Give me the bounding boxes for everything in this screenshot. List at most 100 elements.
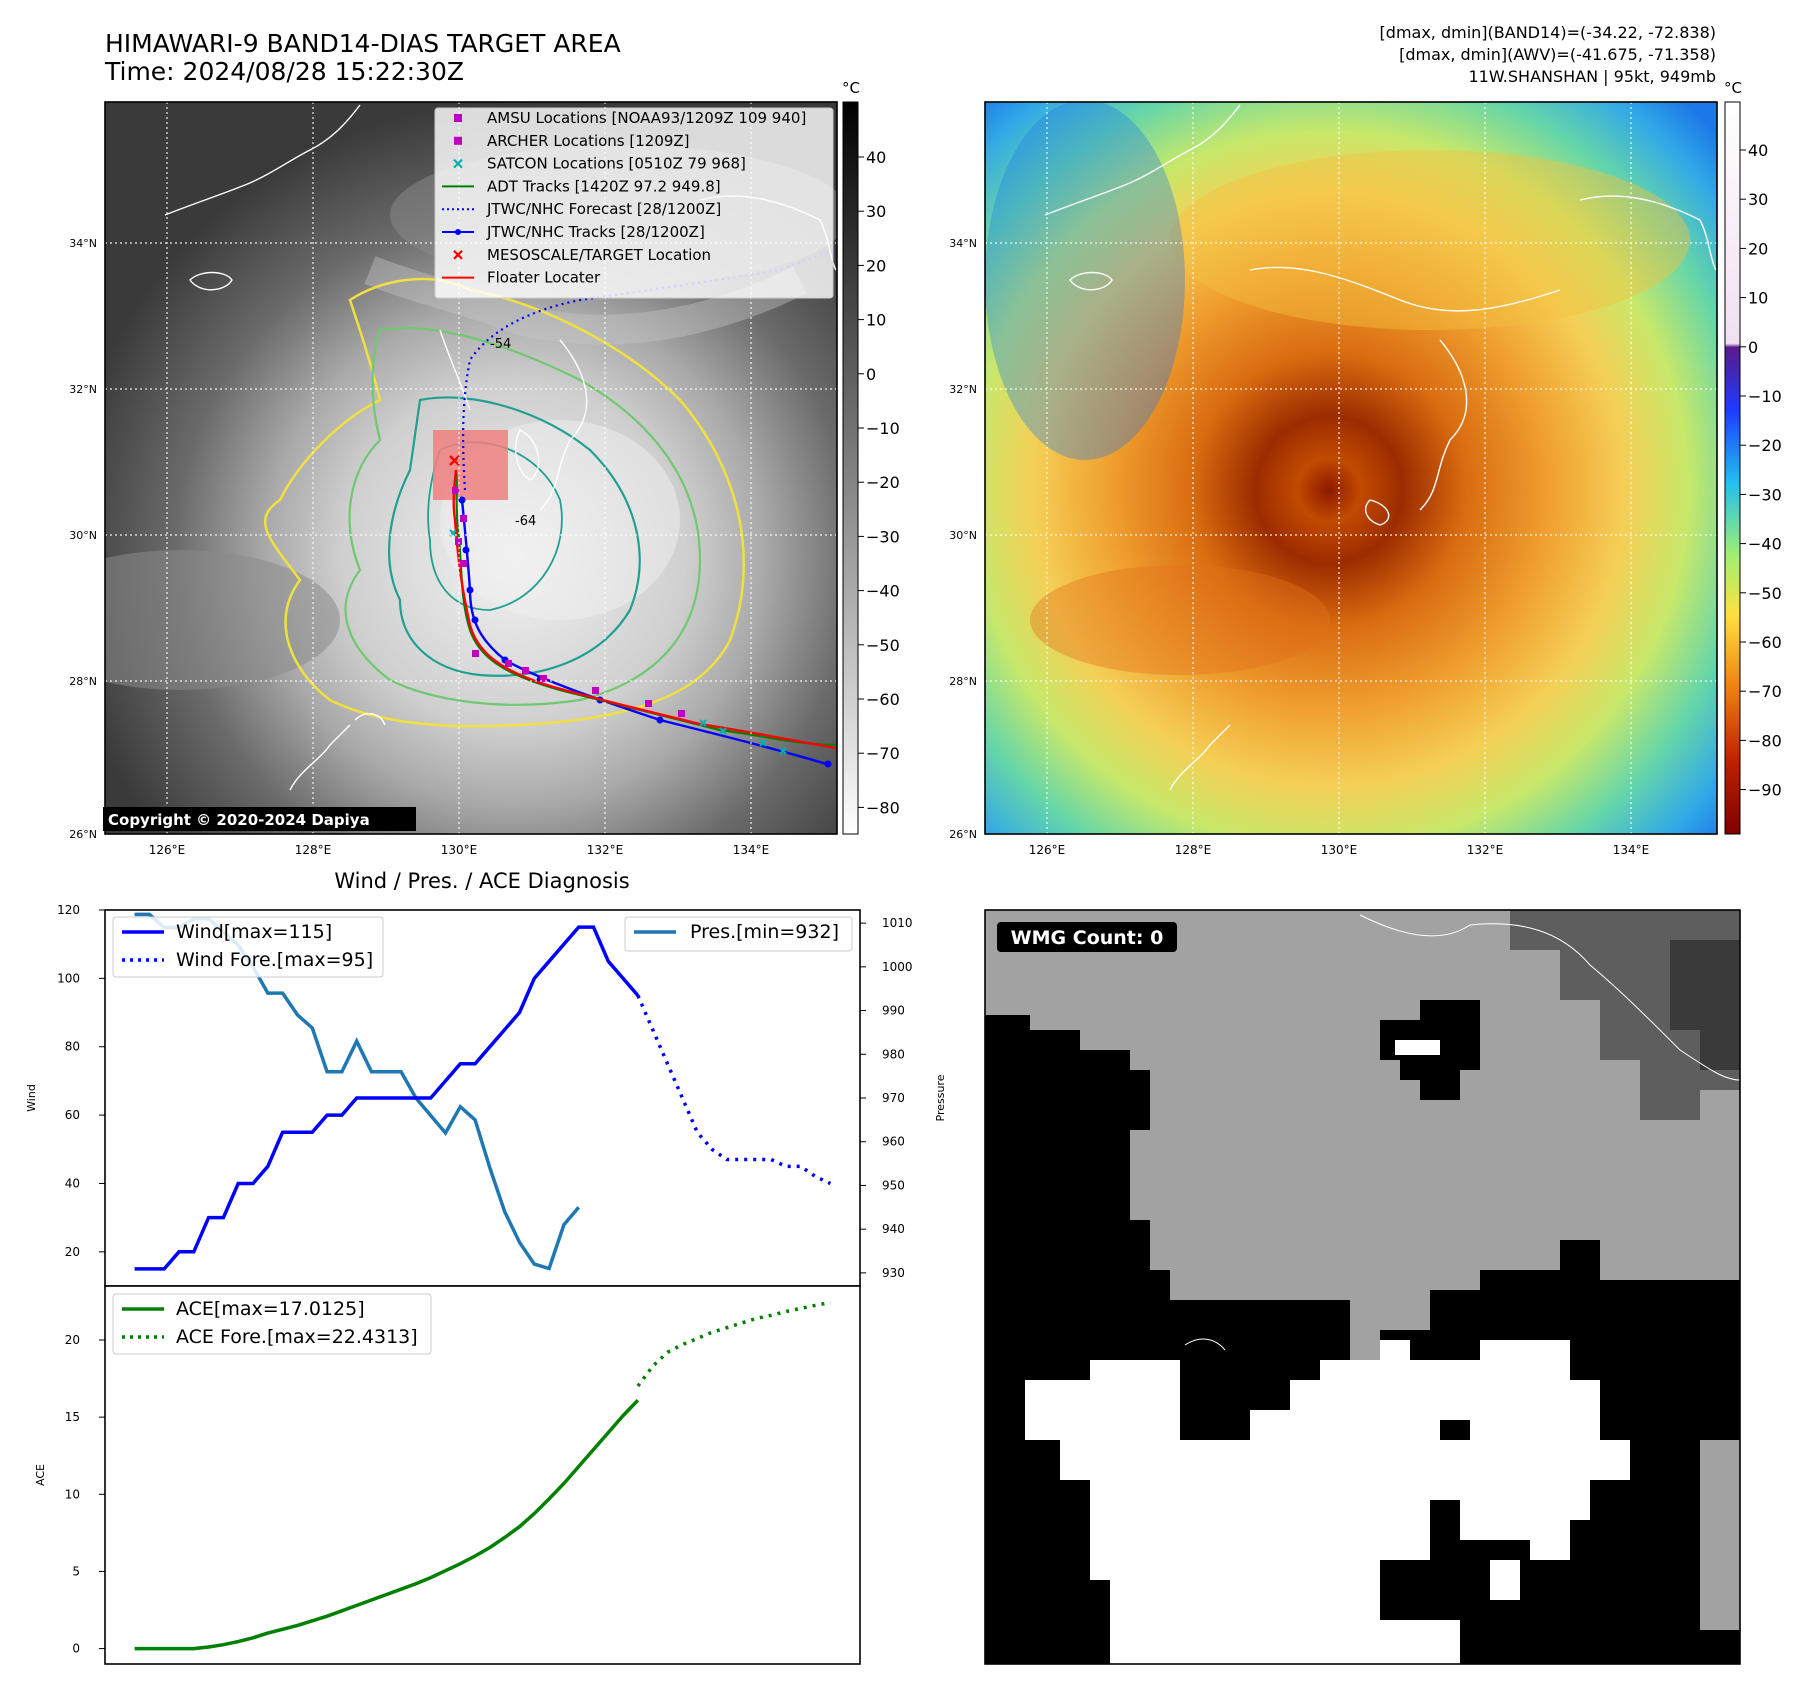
colorbar-color-tick-label: −60 — [1748, 633, 1782, 652]
legend-item: ARCHER Locations [1209Z] — [454, 132, 690, 150]
color-map-panel: 34°N 32°N 30°N 28°N 26°N 126°E 128°E 130°E 132°E… — [949, 101, 1718, 857]
legend-item: AMSU Locations [NOAA93/1209Z 109 940] — [454, 109, 806, 127]
ace-legend-label: ACE[max=17.0125] — [176, 1298, 365, 1320]
color-map-lat-label: 26°N — [949, 828, 977, 841]
legend-label: ARCHER Locations [1209Z] — [487, 132, 690, 150]
figure-time: Time: 2024/08/28 15:22:30Z — [104, 57, 464, 86]
colorbar-color-tick-label: 10 — [1748, 289, 1768, 308]
ace-series-line — [134, 1398, 640, 1651]
colorbar-gray-tick-label: 30 — [866, 202, 886, 221]
colorbar-color: °C 40 30 20 10 0 −10 −20 −30 −40 −50 −60 −70 −80 −90 — [1724, 79, 1782, 835]
pressure-tick-label: 950 — [882, 1178, 905, 1192]
pressure-tick-label: 990 — [882, 1004, 905, 1018]
wind-series-line — [134, 925, 640, 1271]
colorbar-color-unit: °C — [1724, 79, 1742, 97]
legend-square-marker — [454, 114, 462, 122]
colorbar-gray-tick-label: −20 — [866, 473, 900, 492]
pressure-legend-label: Pres.[min=932] — [690, 921, 839, 943]
colorbar-gray-unit: °C — [842, 79, 860, 97]
band14-range: [dmax, dmin](BAND14)=(-34.22, -72.838) — [1380, 23, 1716, 42]
legend-dot — [455, 229, 461, 235]
ir-map-lat-label: 28°N — [69, 675, 97, 688]
legend-item: ADT Tracks [1420Z 97.2 949.8] — [442, 177, 721, 195]
colorbar-color-tick-label: 20 — [1748, 239, 1768, 258]
ir-map-lon-label: 132°E — [587, 843, 624, 857]
legend-label: AMSU Locations [NOAA93/1209Z 109 940] — [487, 109, 806, 127]
legend-label: MESOSCALE/TARGET Location — [487, 246, 711, 264]
mesoscale-target-marker — [449, 455, 460, 466]
ace-tick-label: 5 — [72, 1564, 80, 1578]
pressure-tick-label: 970 — [882, 1091, 905, 1105]
ace-legend-label: ACE Fore.[max=22.4313] — [176, 1326, 418, 1348]
legend-label: SATCON Locations [0510Z 79 968] — [487, 155, 746, 173]
wind-legend-label: Wind Fore.[max=95] — [176, 949, 373, 971]
pressure-axis-label: Pressure — [934, 1074, 947, 1121]
colorbar-gray-tick-label: 10 — [866, 311, 886, 330]
colorbar-gray-tick-label: 0 — [866, 365, 876, 384]
colorbar-gray-tick-label: −60 — [866, 690, 900, 709]
pressure-legend-box — [624, 916, 853, 952]
colorbar-gray-tick-label: 20 — [866, 256, 886, 275]
legend-label: JTWC/NHC Tracks [28/1200Z] — [486, 223, 705, 241]
pressure-tick-label: 940 — [882, 1222, 905, 1236]
colorbar-color-tick-label: −80 — [1748, 731, 1782, 750]
colorbar-gray-tick-label: −80 — [866, 798, 900, 817]
wind-axis-label: Wind — [25, 1084, 38, 1112]
ir-map-lat-label: 30°N — [69, 529, 97, 542]
color-map-lon-label: 128°E — [1175, 843, 1212, 857]
colorbar-color-tick-label: −10 — [1748, 387, 1782, 406]
legend-label: JTWC/NHC Forecast [28/1200Z] — [486, 200, 721, 218]
adt-track — [454, 469, 837, 747]
legend-x-marker — [453, 250, 463, 260]
ace-axis-label: ACE — [34, 1464, 47, 1486]
colorbar-color-tick-label: −20 — [1748, 436, 1782, 455]
colorbar-gray-tick-label: −50 — [866, 636, 900, 655]
wind-pressure-chart: Wind Pressure 120 100 80 60 40 20 1010 1000 990… — [25, 903, 947, 1287]
ace-chart: ACE 20 15 10 5 0 ACE[max=17.0125] ACE Fore.[m… — [34, 1285, 861, 1665]
colorbar-color-tick-label: −70 — [1748, 682, 1782, 701]
contour-label-54: -54 — [490, 337, 511, 352]
colorbar-gray: °C 40 30 20 10 0 −10 −20 −30 −40 −50 −60 −70 −80 — [842, 79, 900, 835]
color-map-lon-label: 126°E — [1029, 843, 1066, 857]
ir-map-panel: -54 -64 Copyright © 2020-2024 Dapiya AMS… — [69, 101, 838, 857]
colorbar-color-tick-label: 30 — [1748, 190, 1768, 209]
jtwc-forecast-track — [462, 248, 837, 491]
teal-contour — [388, 396, 641, 677]
legend-label: Floater Locater — [487, 269, 601, 287]
legend-x-marker — [453, 158, 463, 169]
colorbar-gray-tick-label: −30 — [866, 527, 900, 546]
color-map-lat-label: 34°N — [949, 237, 977, 250]
color-map-lon-label: 134°E — [1613, 843, 1650, 857]
colorbar-color-tick-label: 0 — [1748, 338, 1758, 357]
wind-tick-label: 40 — [65, 1176, 80, 1190]
wind-tick-label: 60 — [65, 1108, 80, 1122]
storm-info: 11W.SHANSHAN | 95kt, 949mb — [1468, 67, 1716, 86]
ir-map-lat-label: 26°N — [69, 828, 97, 841]
pressure-tick-label: 1000 — [882, 960, 913, 974]
pressure-tick-label: 960 — [882, 1135, 905, 1149]
target-area-box — [433, 430, 508, 500]
ace-tick-label: 20 — [65, 1333, 80, 1347]
ace-legend-box — [112, 1293, 432, 1355]
colorbar-color-tick-label: −90 — [1748, 781, 1782, 800]
legend-item: SATCON Locations [0510Z 79 968] — [453, 155, 746, 173]
pressure-tick-label: 930 — [882, 1266, 905, 1280]
colorbar-gray-tick-label: 40 — [866, 148, 886, 167]
ir-map-lon-label: 130°E — [441, 843, 478, 857]
ir-map-lat-label: 34°N — [69, 237, 97, 250]
wmg-panel: WMG Count: 0 — [984, 909, 1741, 1665]
colorbar-gray-tick-label: −10 — [866, 419, 900, 438]
color-map-lat-label: 30°N — [949, 529, 977, 542]
chart-title: Wind / Pres. / ACE Diagnosis — [334, 869, 629, 893]
ir-map-lon-label: 134°E — [733, 843, 770, 857]
pressure-tick-label: 1010 — [882, 916, 913, 930]
legend-item: JTWC/NHC Tracks [28/1200Z] — [442, 223, 705, 241]
wind-tick-label: 20 — [65, 1245, 80, 1259]
ace-tick-label: 15 — [65, 1410, 80, 1424]
wind-tick-label: 80 — [65, 1040, 80, 1054]
colorbar-gray-tick-label: −40 — [866, 582, 900, 601]
color-map-lat-label: 32°N — [949, 383, 977, 396]
figure-title: HIMAWARI-9 BAND14-DIAS TARGET AREA — [105, 29, 621, 58]
green-contour — [344, 326, 702, 706]
